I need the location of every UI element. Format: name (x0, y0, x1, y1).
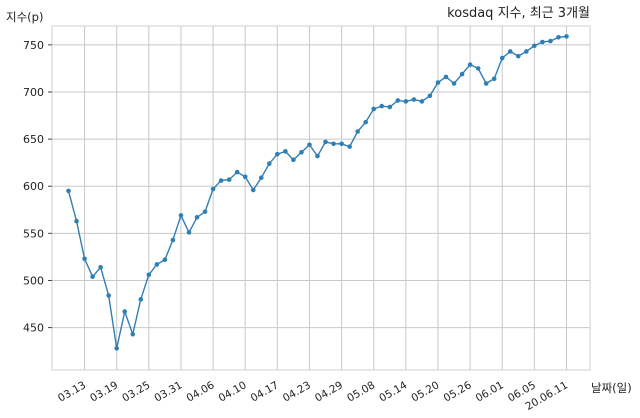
data-point (307, 142, 312, 148)
x-tick-label: 04.23 (281, 379, 313, 404)
data-point (258, 175, 264, 181)
data-point (98, 264, 103, 270)
y-axis-title: 지수(p) (6, 10, 43, 24)
data-points (66, 34, 569, 351)
data-point (154, 262, 160, 267)
y-tick-label: 650 (23, 133, 44, 146)
data-point (82, 256, 87, 262)
gridlines (52, 26, 590, 370)
data-point (331, 141, 336, 147)
data-point (291, 157, 296, 163)
data-point (315, 153, 320, 159)
data-point (218, 178, 224, 183)
x-tick-label: 03.25 (120, 379, 152, 404)
data-point (242, 174, 248, 180)
data-point (178, 213, 184, 218)
data-point (395, 98, 401, 103)
data-point (419, 99, 425, 104)
data-point (467, 62, 473, 67)
y-tick-label: 600 (23, 180, 44, 193)
data-point (435, 80, 441, 85)
data-point (491, 76, 497, 82)
data-point (146, 272, 152, 278)
x-tick-label: 03.13 (56, 379, 88, 404)
chart-title: kosdaq 지수, 최근 3개월 (447, 6, 590, 21)
x-tick-label: 04.10 (217, 379, 249, 404)
x-tick-label: 03.19 (88, 379, 120, 404)
y-tick-label: 550 (23, 227, 44, 240)
data-point (234, 169, 240, 175)
x-tick-label: 05.26 (442, 379, 474, 405)
data-point (427, 93, 433, 99)
data-point (387, 104, 393, 110)
data-point (66, 188, 71, 194)
data-point (379, 103, 385, 109)
data-point (162, 257, 168, 263)
data-point (459, 71, 465, 77)
plot-area (51, 25, 591, 371)
x-axis-ticks: 03.13 03.19 03.25 03.31 04.06 04.10 04.17 04.23… (56, 379, 570, 413)
data-point (186, 230, 192, 235)
data-point (74, 218, 79, 224)
data-point (548, 38, 553, 44)
data-point (556, 35, 561, 40)
data-point (507, 49, 513, 54)
data-point (483, 81, 489, 86)
data-point (532, 43, 537, 49)
x-tick-label: 05.14 (377, 379, 409, 405)
x-tick-label: 06.01 (474, 379, 506, 404)
data-point (299, 149, 304, 155)
data-point (194, 215, 200, 220)
data-point (475, 66, 481, 71)
data-point (250, 187, 256, 193)
data-point (499, 55, 505, 61)
data-point (130, 331, 136, 337)
data-point (540, 39, 545, 45)
data-point (403, 99, 409, 104)
y-tick-label: 750 (23, 39, 44, 52)
data-point (138, 297, 144, 302)
data-point (170, 237, 176, 243)
data-point (524, 49, 529, 54)
y-tick-label: 700 (23, 86, 44, 99)
data-point (122, 309, 128, 314)
x-tick-label: 04.17 (249, 379, 281, 404)
data-point (371, 106, 377, 112)
x-tick-label: 04.06 (185, 379, 217, 405)
data-point (267, 161, 272, 166)
y-tick-label: 450 (23, 322, 44, 335)
series-line (67, 35, 567, 349)
data-point (411, 97, 417, 102)
data-point (355, 129, 360, 134)
data-point (226, 177, 232, 182)
y-axis-ticks: 450 500 550 600 650 700 750 (23, 39, 52, 335)
x-tick-label: 05.20 (409, 379, 441, 404)
data-point (443, 74, 449, 80)
x-tick-label: 05.08 (345, 379, 377, 404)
data-point (363, 119, 368, 125)
data-point (114, 346, 119, 351)
data-point (202, 209, 208, 214)
data-point (210, 186, 216, 192)
x-tick-label: 04.29 (313, 379, 345, 404)
data-point (451, 81, 457, 86)
x-axis-title: 날짜(일) (591, 381, 632, 395)
x-tick-label: 03.31 (152, 379, 184, 404)
y-tick-label: 500 (23, 274, 44, 287)
data-point (516, 53, 521, 59)
data-point (564, 34, 569, 39)
data-point (283, 149, 288, 154)
data-point (323, 139, 328, 145)
data-point (106, 293, 111, 298)
data-point (347, 144, 352, 149)
data-point (275, 151, 280, 157)
data-point (90, 274, 95, 279)
data-point (339, 141, 344, 147)
